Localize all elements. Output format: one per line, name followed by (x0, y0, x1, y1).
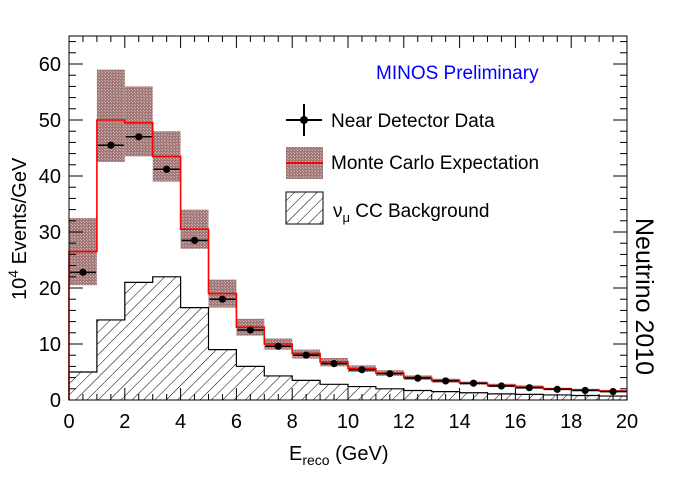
data-point-marker (442, 377, 450, 385)
data-point-marker (107, 141, 115, 149)
x-tick-label: 4 (175, 411, 186, 433)
data-point (265, 342, 292, 350)
data-point (181, 236, 208, 244)
neutrino-2010-label: Neutrino 2010 (630, 218, 658, 375)
legend-swatch-hatch (285, 191, 324, 225)
data-point (153, 165, 180, 173)
background-bar (96, 319, 125, 400)
data-point-marker (274, 342, 282, 350)
data-point-marker (386, 370, 394, 378)
background-bar (208, 349, 237, 400)
y-tick-label: 0 (50, 390, 61, 412)
data-point-marker (553, 385, 561, 393)
data-point (516, 384, 543, 392)
data-point-marker (246, 326, 254, 334)
x-tick-label: 14 (448, 411, 470, 433)
background-bar (320, 384, 348, 400)
data-point-marker (190, 236, 199, 244)
x-tick-label: 2 (119, 411, 130, 433)
y-axis: 0 10 20 30 40 50 60 (39, 41, 627, 412)
data-point (348, 366, 375, 374)
x-tick-label: 0 (63, 411, 74, 433)
data-point-marker (581, 386, 589, 395)
legend: Near Detector Data Monte Carlo Expectati… (285, 104, 539, 225)
background-bar (348, 386, 376, 400)
data-point-marker (525, 384, 533, 392)
data-points (69, 133, 627, 396)
data-point-marker (609, 388, 617, 396)
y-tick-label: 40 (39, 166, 61, 188)
data-point-marker (163, 165, 171, 173)
data-point (460, 379, 487, 387)
background-histogram (68, 276, 628, 400)
background-bar (292, 380, 321, 400)
minos-preliminary-label: MINOS Preliminary (376, 63, 539, 84)
data-point (544, 385, 571, 393)
x-tick-label: 8 (287, 411, 298, 433)
data-point (97, 141, 124, 149)
x-tick-label: 16 (504, 411, 526, 433)
data-point-marker (497, 382, 506, 390)
data-point (293, 351, 320, 359)
x-tick-label: 12 (393, 411, 415, 433)
x-tick-label: 18 (560, 411, 582, 433)
y-tick-label: 20 (39, 278, 61, 300)
y-axis-title: 104 Events/GeV (5, 157, 31, 300)
y-tick-label: 60 (39, 54, 61, 76)
data-point-marker (302, 351, 310, 359)
y-tick-label: 30 (39, 222, 61, 244)
data-point (600, 388, 627, 396)
data-point-marker (469, 379, 478, 387)
data-point (321, 360, 348, 368)
legend-label-background: νμ CC Background (333, 201, 489, 225)
data-point-marker (414, 374, 422, 382)
data-point (376, 370, 403, 378)
x-tick-label: 6 (231, 411, 242, 433)
legend-label-mc: Monte Carlo Expectation (331, 153, 539, 174)
x-axis-title: Ereco (GeV) (289, 443, 388, 468)
data-point (432, 377, 459, 385)
data-point (125, 133, 152, 141)
data-point (209, 295, 236, 303)
data-point (237, 326, 264, 334)
legend-entry-background: νμ CC Background (285, 191, 489, 225)
data-point-marker (358, 366, 366, 374)
background-bar (124, 282, 153, 400)
x-tick-label: 20 (616, 411, 638, 433)
data-point (572, 386, 599, 395)
legend-label-data: Near Detector Data (331, 111, 495, 132)
x-axis: 0 2 4 6 8 10 12 14 16 18 20 (63, 36, 638, 433)
y-tick-label: 10 (39, 334, 61, 356)
data-point-marker (135, 133, 143, 141)
x-tick-label: 10 (337, 411, 359, 433)
background-bar (180, 307, 209, 400)
data-point-marker (330, 360, 338, 368)
data-point (404, 374, 431, 382)
band-bin (124, 86, 153, 157)
background-bar (152, 276, 181, 400)
legend-entry-mc: Monte Carlo Expectation (286, 147, 539, 179)
data-point (488, 382, 515, 390)
data-point (69, 268, 96, 276)
y-tick-label: 50 (39, 110, 61, 132)
data-point-marker (218, 295, 227, 303)
data-point-marker (79, 268, 87, 276)
legend-entry-data: Near Detector Data (286, 104, 495, 136)
